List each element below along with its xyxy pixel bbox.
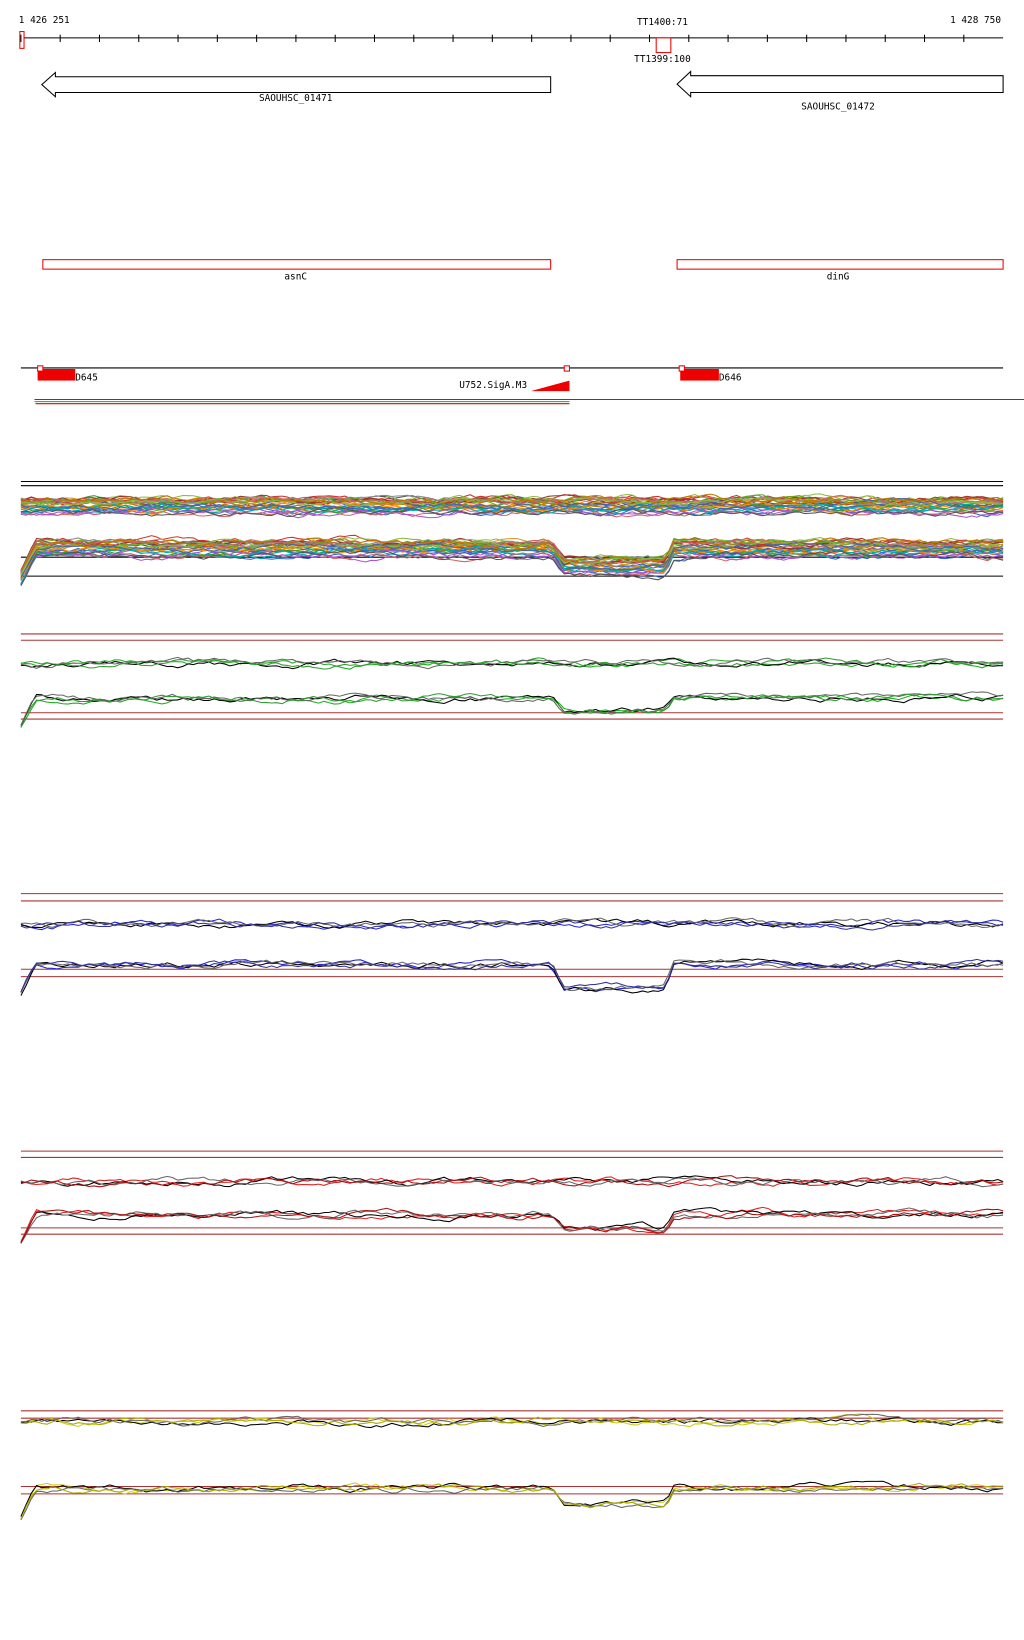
expression-line — [20, 1175, 1004, 1188]
tt-marker — [655, 37, 672, 54]
region-tick — [678, 365, 685, 372]
expression-line — [20, 1175, 1004, 1188]
expression-line — [20, 1207, 1004, 1244]
expression-line — [20, 694, 1004, 728]
region-tick — [563, 365, 570, 372]
expression-line — [20, 1207, 1004, 1244]
feature-box — [42, 259, 552, 270]
marker-label: TT1399:100 — [634, 54, 691, 65]
expression-line — [20, 541, 1004, 578]
expression-line — [20, 918, 1004, 929]
gene-label: SAOUHSC_01471 — [259, 93, 333, 104]
expression-line — [20, 691, 1004, 726]
expression-line — [20, 1416, 1004, 1429]
expression-line — [20, 1175, 1004, 1188]
expression-line — [20, 537, 1004, 575]
region-label: D645 — [75, 373, 98, 384]
expression-line — [20, 1484, 1004, 1521]
expression-line — [20, 657, 1004, 670]
gene-arrow — [676, 70, 1004, 98]
ruler-start: 1 426 251 — [19, 15, 70, 26]
expression-line — [20, 692, 1004, 728]
expression-line — [20, 497, 1004, 513]
feature-label: dinG — [827, 272, 850, 283]
region-label: U752.SigA.M3 — [459, 380, 527, 391]
expression-line — [20, 545, 1004, 584]
expression-line — [20, 919, 1004, 931]
expression-line — [20, 1207, 1004, 1244]
expression-line — [20, 507, 1004, 518]
expression-line — [20, 917, 1004, 929]
expression-line — [20, 537, 1004, 572]
expression-line — [20, 1206, 1004, 1242]
region-tick — [37, 365, 44, 372]
region-block — [37, 369, 76, 381]
expression-line — [20, 1416, 1004, 1427]
expression-line — [20, 1413, 1004, 1428]
expression-line — [20, 1482, 1004, 1520]
expression-line — [20, 494, 1004, 508]
feature-label: asnC — [284, 272, 307, 283]
region-label: D646 — [719, 373, 742, 384]
expression-line — [20, 1413, 1004, 1428]
expression-line — [20, 657, 1004, 670]
expression-line — [20, 958, 1004, 992]
expression-line — [20, 550, 1004, 586]
marker-label: TT1400:71 — [637, 17, 688, 28]
gene-arrow — [41, 71, 552, 98]
expression-line — [20, 493, 1004, 505]
feature-box — [676, 259, 1004, 270]
expression-line — [20, 959, 1004, 994]
expression-line — [20, 1480, 1004, 1517]
region-block — [680, 369, 719, 381]
ruler: 1 426 251 1 428 750 TT1400:71 TT1399:100 — [19, 15, 1004, 65]
region-triangle — [530, 380, 570, 392]
gene-label: SAOUHSC_01472 — [801, 101, 875, 112]
ruler-end: 1 428 750 — [950, 15, 1001, 26]
ruler-start-marker — [19, 31, 25, 49]
expression-tracks — [20, 34, 1004, 1521]
